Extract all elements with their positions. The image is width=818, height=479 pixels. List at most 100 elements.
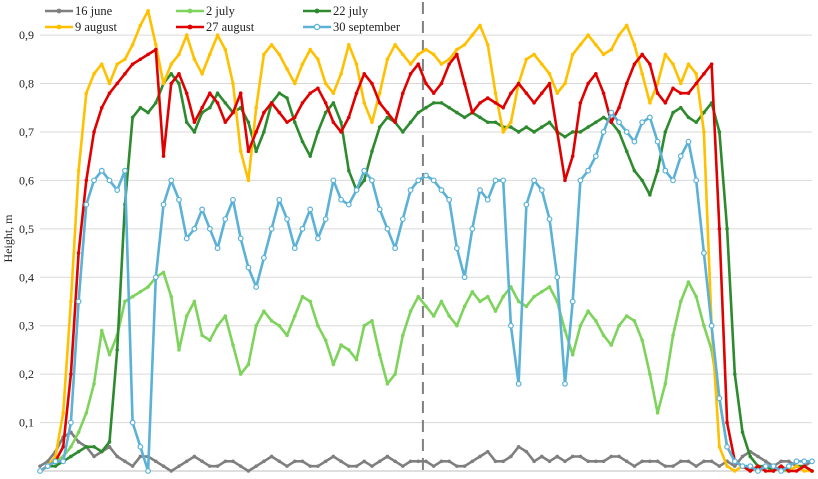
data-point — [177, 464, 181, 468]
data-point — [61, 411, 65, 415]
data-point — [154, 47, 158, 52]
data-point — [794, 464, 799, 468]
data-point — [91, 177, 97, 184]
data-point — [316, 464, 320, 468]
data-point — [347, 42, 351, 47]
data-point — [416, 52, 421, 57]
data-point — [624, 23, 629, 28]
data-point — [717, 464, 722, 468]
data-point — [130, 294, 135, 299]
data-point — [570, 130, 575, 134]
data-point — [640, 178, 644, 183]
data-point — [778, 468, 785, 474]
data-point — [376, 206, 383, 213]
data-point — [570, 154, 575, 158]
data-point — [361, 167, 368, 174]
legend-item: 30 september — [303, 20, 401, 34]
data-point — [516, 130, 521, 134]
data-point — [501, 459, 506, 464]
data-point — [84, 178, 89, 183]
data-point — [701, 250, 707, 256]
data-point — [462, 464, 467, 468]
data-point — [399, 216, 406, 223]
data-point — [478, 454, 482, 459]
data-point — [92, 382, 96, 386]
data-point — [347, 464, 351, 468]
y-tick-label: 0,1 — [19, 416, 34, 430]
data-point — [569, 298, 576, 305]
data-point — [578, 323, 583, 328]
data-point — [640, 72, 644, 76]
data-point — [285, 96, 289, 100]
data-point — [617, 323, 621, 328]
data-point — [231, 110, 235, 115]
data-point — [107, 440, 112, 444]
data-point — [646, 114, 653, 121]
data-point — [339, 130, 343, 134]
data-point — [184, 91, 189, 95]
data-point — [308, 91, 313, 95]
legend-item: 16 june — [45, 4, 113, 18]
data-point — [439, 459, 444, 464]
data-point — [208, 91, 212, 95]
data-point — [115, 81, 119, 86]
data-point — [92, 130, 96, 134]
data-point — [84, 91, 89, 95]
data-point — [493, 459, 498, 464]
data-point — [183, 235, 190, 242]
data-point — [92, 72, 96, 76]
data-point — [623, 129, 630, 135]
data-point — [424, 105, 428, 110]
legend-marker — [56, 8, 62, 14]
data-point — [694, 81, 698, 86]
data-point — [308, 47, 313, 52]
y-tick-label: 0,4 — [19, 270, 34, 284]
data-point — [532, 52, 536, 57]
data-point — [370, 81, 374, 86]
data-point — [377, 125, 382, 129]
data-point — [338, 196, 344, 203]
data-point — [354, 464, 359, 468]
data-point — [447, 314, 451, 318]
data-point — [632, 168, 637, 173]
data-point — [608, 109, 615, 116]
data-point — [671, 86, 675, 91]
data-point — [277, 91, 282, 95]
data-point — [76, 440, 81, 444]
data-point — [446, 196, 453, 203]
data-point — [601, 459, 606, 464]
data-point — [269, 101, 274, 105]
data-point — [384, 225, 391, 232]
legend-marker — [314, 8, 320, 14]
data-point — [192, 299, 197, 304]
data-point — [262, 52, 266, 57]
data-point — [586, 125, 590, 129]
data-point — [624, 459, 629, 464]
data-point — [655, 411, 660, 415]
data-point — [291, 245, 298, 252]
data-point — [648, 101, 652, 105]
data-point — [69, 299, 73, 304]
data-point — [763, 469, 768, 473]
data-point — [601, 333, 606, 338]
data-point — [192, 454, 197, 459]
data-point — [733, 372, 737, 376]
legend-label: 9 august — [75, 20, 118, 34]
data-point — [53, 464, 58, 468]
data-point — [230, 196, 236, 203]
data-point — [137, 443, 144, 450]
data-point — [238, 372, 243, 376]
data-point — [331, 101, 336, 105]
data-point — [60, 458, 67, 465]
y-tick-label: 0,3 — [19, 319, 34, 333]
data-point — [129, 419, 136, 426]
data-point — [439, 81, 444, 86]
data-point — [670, 177, 676, 184]
data-point — [540, 125, 544, 129]
data-point — [362, 72, 367, 76]
data-point — [431, 101, 436, 105]
data-point — [138, 105, 143, 110]
data-point — [648, 372, 652, 376]
data-point — [694, 72, 698, 76]
data-point — [809, 458, 815, 465]
